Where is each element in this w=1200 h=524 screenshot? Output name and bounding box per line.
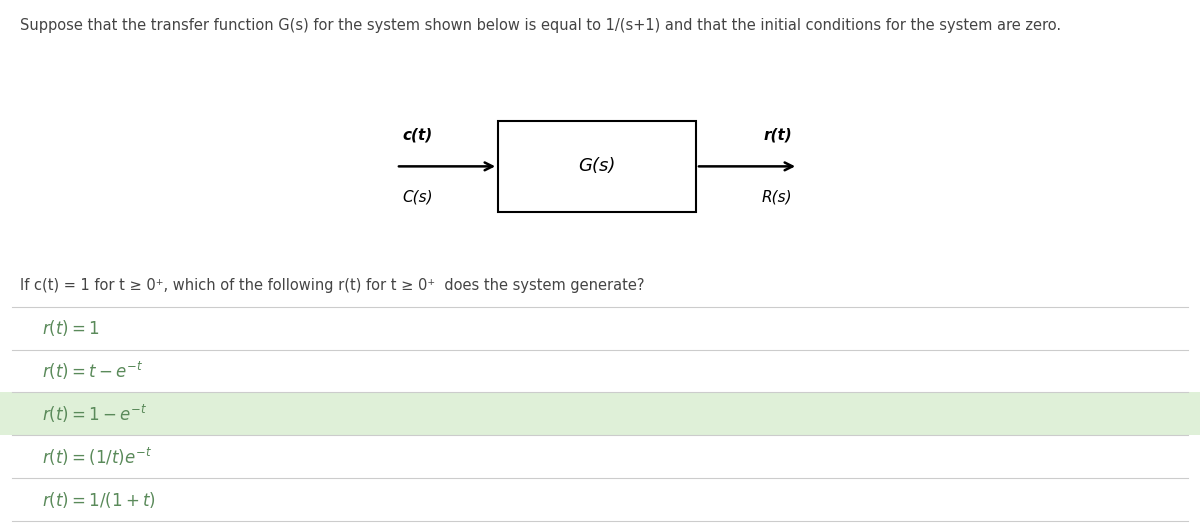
Text: G(s): G(s)	[578, 157, 616, 176]
Text: $r(t) = t - e^{-t}$: $r(t) = t - e^{-t}$	[42, 360, 143, 382]
Text: If c(t) = 1 for t ≥ 0⁺, which of the following r(t) for t ≥ 0⁺  does the system : If c(t) = 1 for t ≥ 0⁺, which of the fol…	[20, 278, 644, 293]
Bar	[0, 435, 1200, 478]
Text: $r(t) = 1/(1 + t)$: $r(t) = 1/(1 + t)$	[42, 490, 156, 510]
Bar	[0, 478, 1200, 521]
Text: $r(t) = (1/t)e^{-t}$: $r(t) = (1/t)e^{-t}$	[42, 446, 152, 468]
Text: $r(t) = 1 - e^{-t}$: $r(t) = 1 - e^{-t}$	[42, 403, 148, 425]
Text: $r(t) = 1$: $r(t) = 1$	[42, 318, 100, 338]
Bar	[498, 121, 696, 212]
Bar	[0, 392, 1200, 435]
Text: r(t): r(t)	[763, 128, 792, 143]
Text: C(s): C(s)	[402, 190, 433, 205]
Bar	[0, 350, 1200, 392]
Text: Suppose that the transfer function G(s) for the system shown below is equal to 1: Suppose that the transfer function G(s) …	[20, 18, 1062, 34]
Text: c(t): c(t)	[402, 128, 432, 143]
Text: R(s): R(s)	[761, 190, 792, 205]
Bar	[0, 307, 1200, 350]
